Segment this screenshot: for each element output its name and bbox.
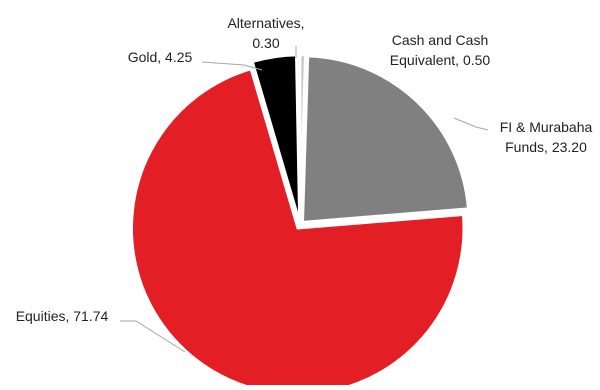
leader-line-gold: [201, 61, 263, 71]
pie-slice-fi-and-murabaha-funds: [301, 54, 470, 224]
leader-line-fi-and-murabaha-funds: [453, 117, 489, 131]
data-label-gold: Gold, 4.25: [128, 49, 193, 65]
data-label-line: Alternatives,: [227, 15, 304, 31]
data-label-fi-and-murabaha-funds: FI & Murabaha Funds, 23.20: [500, 119, 593, 155]
pie-slice-equities: [130, 67, 465, 390]
labels-layer: Cash and Cash Equivalent, 0.50 FI & Muraba…: [16, 15, 593, 324]
data-label-equities: Equities, 71.74: [16, 308, 109, 324]
data-label-line: Equities, 71.74: [16, 308, 109, 324]
leader-lines-layer: [120, 46, 489, 353]
data-label-line: Cash and Cash: [392, 32, 489, 48]
data-label-line: 0.30: [252, 35, 279, 51]
data-label-line: Equivalent, 0.50: [390, 52, 491, 68]
slices-layer: [130, 53, 470, 390]
leader-line-equities: [120, 320, 186, 353]
data-label-line: Gold, 4.25: [128, 49, 193, 65]
pie-slice-alternatives: [295, 53, 302, 223]
data-label-line: Funds, 23.20: [505, 139, 587, 155]
data-label-alternatives: Alternatives, 0.30: [227, 15, 304, 51]
data-label-line: FI & Murabaha: [500, 119, 593, 135]
data-label-cash-and-cash-equivalent: Cash and Cash Equivalent, 0.50: [390, 32, 491, 68]
